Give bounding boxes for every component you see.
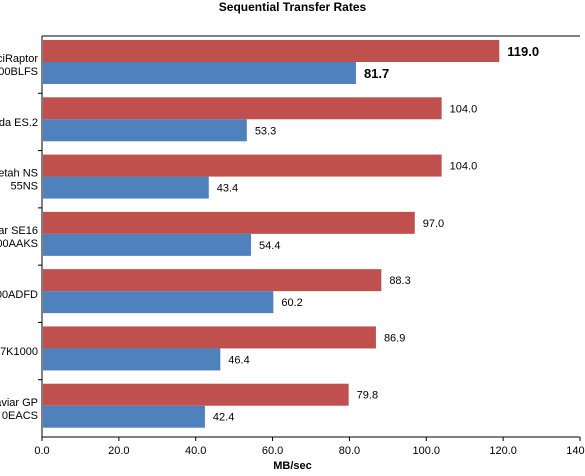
data-label: 97.0	[423, 218, 444, 230]
bar	[43, 211, 415, 234]
data-label: 104.0	[450, 103, 478, 115]
bar	[43, 154, 442, 177]
data-label: 60.2	[281, 297, 302, 309]
bar	[43, 291, 274, 314]
data-label: 42.4	[213, 412, 234, 424]
x-tick-label: 140.0	[566, 445, 585, 457]
category-label: 0EACS	[2, 410, 38, 422]
x-tick-label: 60.0	[262, 445, 283, 457]
data-label: 79.8	[357, 390, 378, 402]
category-label: 500ADFD	[0, 289, 38, 301]
bar	[43, 233, 252, 256]
bar	[43, 269, 382, 292]
bar	[43, 326, 376, 349]
category-label: aviar GP	[0, 397, 38, 409]
category-label: 55NS	[10, 181, 38, 193]
bar	[43, 405, 205, 428]
data-label: 43.4	[217, 183, 238, 195]
data-label: 81.7	[364, 66, 389, 81]
x-tick-label: 80.0	[339, 445, 360, 457]
category-label: ociRaptor	[0, 53, 38, 65]
chart-title: Sequential Transfer Rates	[218, 0, 367, 14]
category-label: 00AAKS	[0, 238, 38, 250]
bar	[43, 97, 442, 120]
bar	[43, 176, 209, 199]
category-label: r 7K1000	[0, 346, 38, 358]
category-label: uda ES.2	[0, 117, 38, 129]
bar	[43, 383, 349, 406]
data-label: 53.3	[255, 125, 276, 137]
x-axis-title: MB/sec	[273, 460, 312, 472]
x-tick-label: 120.0	[489, 445, 517, 457]
x-tick-label: 100.0	[413, 445, 441, 457]
bar	[43, 119, 247, 142]
category-label: viar SE16	[0, 225, 38, 237]
x-tick-label: 0.0	[34, 445, 49, 457]
data-label: 119.0	[507, 44, 539, 59]
data-label: 104.0	[450, 161, 478, 173]
bar	[43, 348, 221, 371]
data-label: 88.3	[389, 275, 410, 287]
category-label: 00BLFS	[0, 66, 38, 78]
data-label: 86.9	[384, 332, 405, 344]
x-tick-label: 20.0	[108, 445, 129, 457]
x-tick-label: 40.0	[185, 445, 206, 457]
bar	[43, 40, 500, 62]
category-label: eetah NS	[0, 168, 38, 180]
bar	[43, 62, 356, 84]
data-label: 54.4	[259, 240, 280, 252]
data-label: 46.4	[228, 354, 249, 366]
